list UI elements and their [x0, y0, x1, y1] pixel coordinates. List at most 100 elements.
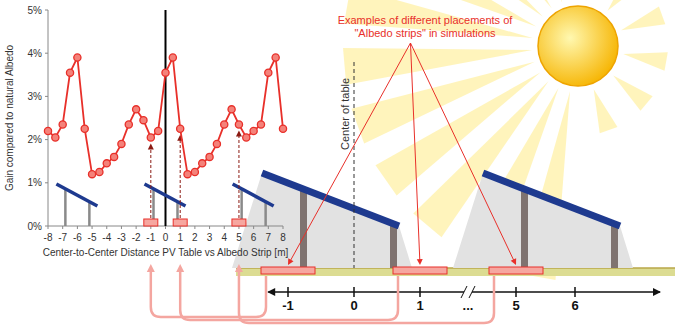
annotation-pointer — [410, 43, 513, 260]
x-tick-label: 0 — [163, 232, 169, 243]
data-point — [140, 117, 147, 124]
data-point — [59, 121, 66, 128]
ray — [623, 52, 667, 71]
x-tick — [136, 226, 137, 229]
albedo-strip — [393, 267, 447, 274]
data-point — [96, 168, 103, 175]
ray — [608, 0, 643, 11]
x-tick — [253, 226, 254, 229]
mini-panel — [56, 184, 97, 206]
diagram-tick — [515, 287, 517, 297]
x-tick-label: 7 — [266, 232, 272, 243]
annotation: Examples of different placements of"Albe… — [338, 14, 514, 39]
x-tick-label: 3 — [207, 232, 213, 243]
y-tick — [45, 10, 48, 11]
diagram-tick-label: 0 — [350, 298, 357, 313]
table-leg — [521, 188, 528, 268]
annotation-pointer-head — [511, 258, 516, 265]
data-point — [155, 127, 162, 134]
table-leg — [611, 222, 618, 268]
chart-albedo-strip — [232, 219, 246, 226]
x-tick-label: 8 — [280, 232, 286, 243]
x-tick — [92, 226, 93, 229]
chart-albedo-strip — [144, 219, 158, 226]
diagram-tick-label: 1 — [416, 298, 423, 313]
x-tick-label: -3 — [117, 232, 126, 243]
ray — [481, 0, 563, 3]
link-arrow — [180, 270, 398, 320]
diagram-tick — [574, 287, 576, 297]
center-line — [354, 62, 355, 268]
data-point — [162, 69, 169, 76]
albedo-strip — [261, 267, 315, 274]
data-point — [228, 106, 235, 113]
data-point — [125, 121, 132, 128]
x-tick-label: -4 — [102, 232, 111, 243]
table-light-area — [453, 173, 633, 268]
x-tick-label: 2 — [192, 232, 198, 243]
x-axis-title: Center-to-Center Distance PV Table vs Al… — [43, 247, 289, 258]
data-point — [221, 121, 228, 128]
x-tick-label: 5 — [236, 232, 242, 243]
link-arrow-head — [147, 264, 155, 272]
ray — [343, 48, 532, 85]
diagram-tick-label: 6 — [571, 298, 578, 313]
x-tick-label: 1 — [177, 232, 183, 243]
y-tick — [45, 53, 48, 54]
ray — [594, 89, 618, 133]
y-axis-title: Gain compared to natural Albedo — [4, 44, 15, 191]
pv-panel — [262, 173, 399, 226]
x-tick — [224, 226, 225, 229]
x-tick-label: -1 — [146, 232, 155, 243]
data-point — [118, 140, 125, 147]
data-point — [257, 121, 264, 128]
data-point — [272, 54, 279, 61]
chart-albedo-strip — [173, 219, 187, 226]
diagram-gap-label: ... — [463, 298, 474, 313]
data-group — [44, 54, 286, 178]
x-tick — [268, 226, 269, 229]
y-tick — [45, 96, 48, 97]
data-point — [147, 134, 154, 141]
annotation-pointer-head — [417, 259, 423, 265]
data-point — [243, 134, 250, 141]
data-point — [44, 127, 51, 134]
annotation-pointer — [290, 43, 410, 261]
dashed-arrow — [180, 140, 181, 218]
data-point — [81, 125, 88, 132]
axis-break-gap — [464, 286, 472, 298]
data-point — [213, 140, 220, 147]
table-leg — [300, 188, 307, 268]
dashed-arrow — [150, 148, 151, 218]
mini-leg — [88, 202, 91, 226]
figure: Center of table-10156...0%1%2%3%4%5%-8-7… — [0, 0, 675, 328]
diagram-tick — [353, 287, 355, 297]
link-arrow — [151, 270, 266, 317]
y-tick-label: 2% — [28, 134, 43, 145]
data-point — [52, 134, 59, 141]
pv-table — [453, 173, 633, 268]
diagram-tick-label: -1 — [282, 298, 294, 313]
dashed-arrow — [238, 135, 239, 218]
x-tick-label: -6 — [73, 232, 82, 243]
ray — [584, 0, 603, 1]
data-point — [169, 54, 176, 61]
y-tick — [45, 139, 48, 140]
data-point — [110, 153, 117, 160]
dashed-arrow-head — [236, 130, 242, 136]
x-tick — [62, 226, 63, 229]
y-tick-label: 4% — [28, 48, 43, 59]
diagram-tick — [419, 287, 421, 297]
mini-leg — [64, 190, 67, 226]
x-tick-label: -5 — [88, 232, 97, 243]
data-point — [250, 127, 257, 134]
x-tick — [165, 226, 166, 229]
annotation-line: "Albedo strips" in simulations — [354, 27, 496, 39]
pv-panel — [483, 173, 620, 226]
albedo-strip — [489, 267, 543, 274]
y-tick — [45, 182, 48, 183]
mini-pv-table — [56, 184, 97, 226]
y-tick-label: 3% — [28, 91, 43, 102]
ground — [236, 268, 675, 276]
x-tick-label: -7 — [58, 232, 67, 243]
